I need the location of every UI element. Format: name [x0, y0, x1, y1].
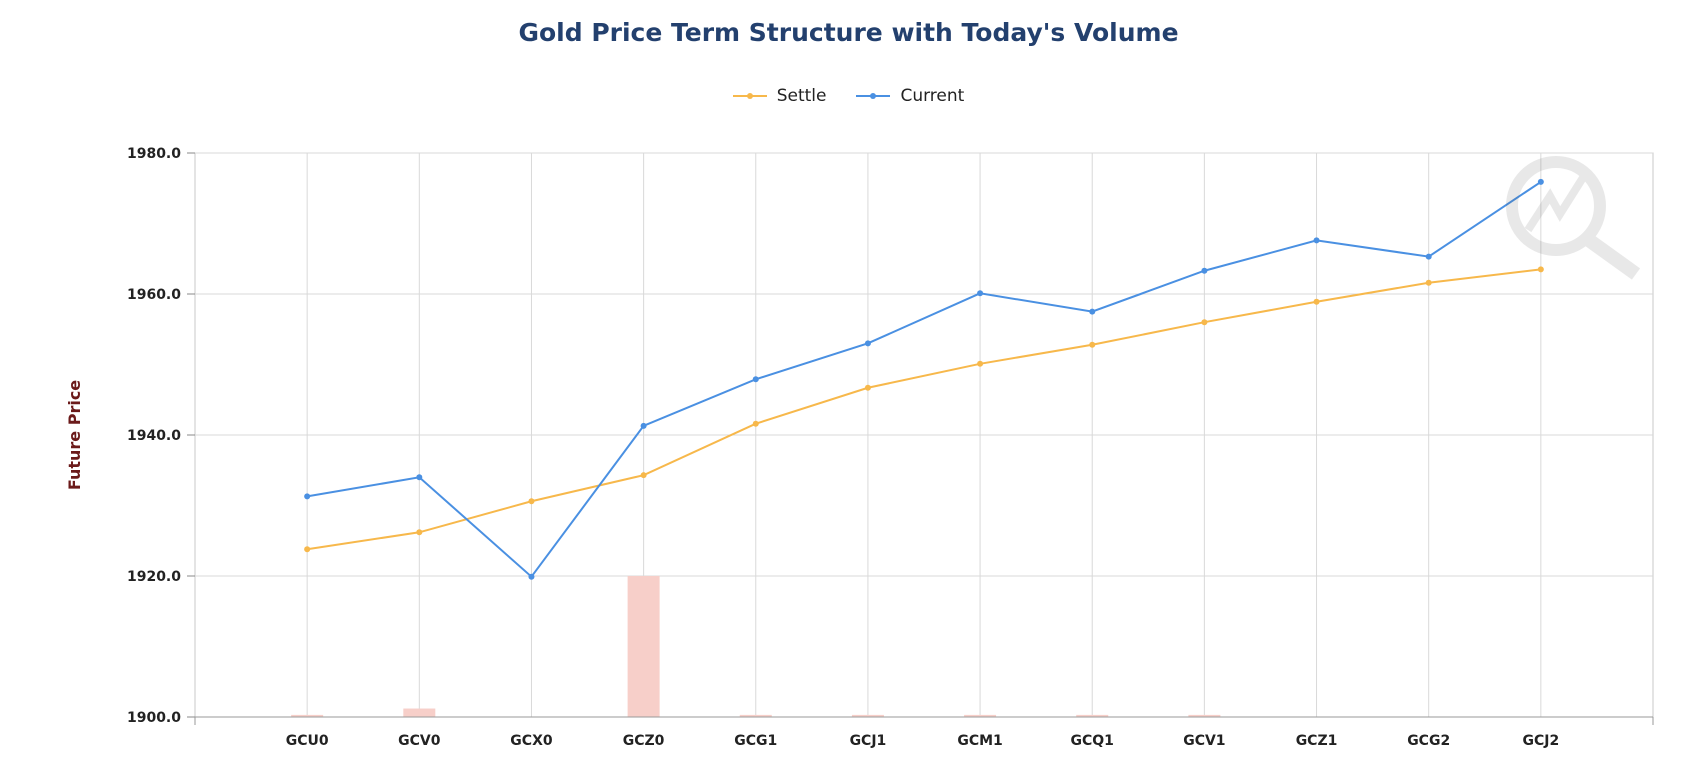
volume-bars	[291, 576, 1221, 717]
data-point-settle[interactable]	[864, 384, 871, 391]
volume-bar[interactable]	[739, 714, 772, 717]
data-point-current[interactable]	[1201, 267, 1208, 274]
legend-swatch-settle	[732, 88, 767, 104]
y-tick-label: 1920.0	[127, 569, 181, 585]
x-tick-label: GCV0	[398, 733, 441, 749]
data-point-settle[interactable]	[640, 472, 647, 479]
y-tick-label: 1940.0	[127, 428, 181, 444]
data-point-settle[interactable]	[1537, 266, 1544, 273]
x-tick-label: GCJ2	[1522, 733, 1559, 749]
data-point-current[interactable]	[752, 376, 759, 383]
series-line-current	[306, 181, 1542, 579]
data-point-settle[interactable]	[977, 360, 984, 367]
grid-lines	[194, 152, 1654, 718]
x-tick-label: GCJ1	[850, 733, 887, 749]
legend-label-current: Current	[900, 86, 965, 106]
data-point-settle[interactable]	[1201, 319, 1208, 326]
legend-swatch-current	[856, 88, 891, 104]
volume-bar[interactable]	[851, 714, 884, 717]
x-tick-label: GCZ0	[623, 733, 665, 749]
volume-bar[interactable]	[1076, 714, 1109, 717]
y-tick-label: 1900.0	[127, 710, 181, 726]
data-point-settle[interactable]	[416, 529, 423, 536]
data-point-current[interactable]	[1425, 253, 1432, 260]
x-tick-label: GCV1	[1183, 733, 1225, 749]
volume-bar[interactable]	[964, 714, 997, 717]
x-tick-label: GCQ1	[1071, 733, 1114, 749]
chart-title: Gold Price Term Structure with Today's V…	[518, 18, 1179, 47]
data-point-current[interactable]	[864, 340, 871, 347]
legend-item-settle[interactable]: Settle	[732, 86, 827, 106]
y-tick-label: 1980.0	[127, 146, 181, 162]
data-point-settle[interactable]	[528, 498, 535, 505]
volume-bar[interactable]	[1188, 714, 1221, 717]
axes: 1980.0 1960.0 1940.0 1920.0 1900.0 GCU0 GCV0 GC…	[127, 146, 1654, 749]
watermark-logo-icon	[1506, 156, 1641, 280]
x-tick-label: GCM1	[957, 733, 1002, 749]
data-point-settle[interactable]	[752, 420, 759, 427]
data-point-current[interactable]	[977, 290, 984, 297]
legend-label-settle: Settle	[776, 86, 827, 106]
series-lines	[304, 178, 1544, 580]
volume-bar[interactable]	[403, 708, 436, 717]
series-line-settle	[307, 268, 1541, 551]
x-tick-label: GCU0	[286, 733, 329, 749]
legend: Settle Current	[0, 86, 1697, 106]
data-point-current[interactable]	[416, 474, 423, 481]
data-point-settle[interactable]	[1313, 298, 1320, 305]
data-point-current[interactable]	[1537, 178, 1544, 185]
data-point-current[interactable]	[1089, 308, 1096, 315]
y-tick-label: 1960.0	[127, 287, 181, 303]
data-point-settle[interactable]	[304, 546, 311, 553]
volume-bar[interactable]	[627, 576, 660, 717]
x-tick-label: GCG1	[734, 733, 777, 749]
x-tick-label: GCG2	[1407, 733, 1450, 749]
data-point-current[interactable]	[1313, 237, 1320, 244]
x-tick-label: GCZ1	[1296, 733, 1338, 749]
legend-item-current[interactable]: Current	[856, 86, 964, 106]
data-point-current[interactable]	[528, 573, 535, 580]
volume-bar[interactable]	[291, 714, 324, 717]
x-tick-label: GCX0	[510, 733, 553, 749]
data-point-current[interactable]	[304, 493, 311, 500]
data-point-settle[interactable]	[1425, 279, 1432, 286]
y-axis-label: Future Price	[65, 380, 84, 490]
data-point-settle[interactable]	[1089, 341, 1096, 348]
data-point-current[interactable]	[640, 422, 647, 429]
